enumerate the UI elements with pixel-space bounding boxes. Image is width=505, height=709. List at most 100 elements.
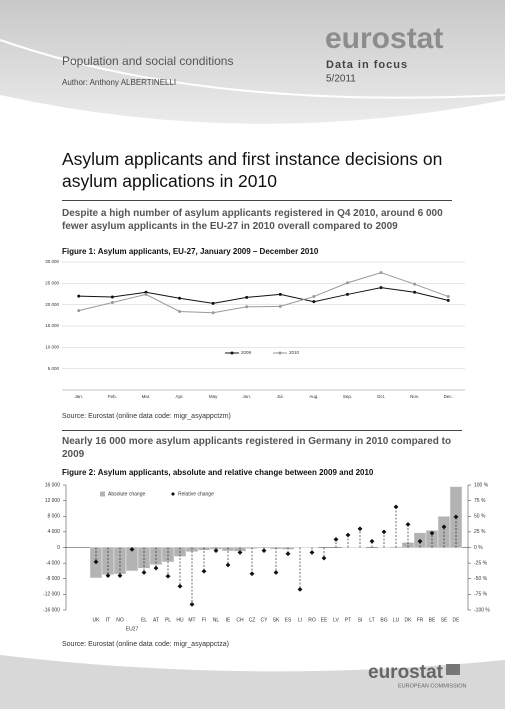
x-tick-label: FI — [202, 617, 206, 623]
figure-title: Figure 2: Asylum applicants, absolute an… — [62, 468, 374, 477]
x-tick-label: Jul. — [277, 394, 284, 399]
x-tick-label: RO — [308, 617, 316, 623]
y2-tick-label: -50 % — [474, 576, 488, 582]
x-tick-label: PL — [165, 617, 171, 623]
diamond — [129, 546, 135, 552]
chart: 5 000 10 000 15 000 20 000 25 000 30 000 Jan. F… — [45, 259, 465, 399]
diamond — [309, 550, 315, 555]
point — [77, 309, 81, 313]
diamond — [297, 586, 303, 592]
y-tick-label: 12 000 — [45, 498, 61, 504]
diamond — [357, 526, 363, 532]
legend-label: 2009 — [241, 350, 252, 355]
x-tick-label: ES — [285, 617, 292, 623]
x-tick-label: LU — [393, 617, 400, 623]
point — [245, 295, 249, 299]
diamond — [165, 573, 171, 579]
x-tick-label: SI — [358, 617, 363, 623]
legend-marker — [230, 351, 234, 355]
point — [446, 298, 450, 302]
legend-marker — [171, 492, 175, 496]
diamond — [273, 570, 279, 575]
source: Source: Eurostat (online data code: migr… — [62, 413, 231, 420]
point — [144, 290, 148, 294]
diamond — [405, 521, 411, 527]
line — [78, 272, 449, 314]
diamond — [369, 538, 375, 544]
point — [413, 290, 417, 294]
legend-label: Absolute change — [108, 491, 145, 497]
x-tick-label: CY — [261, 617, 269, 623]
x-tick-label: CZ — [249, 617, 256, 623]
brand: eurostat — [325, 22, 443, 55]
point — [345, 292, 349, 296]
y2-tick-label: -25 % — [474, 560, 488, 566]
x-tick-label: SK — [273, 617, 280, 623]
x-tick-label: DK — [405, 617, 413, 623]
x-tick-label: Mar. — [142, 394, 151, 399]
diamond — [93, 559, 99, 565]
diamond — [441, 524, 447, 530]
x-tick-label: Feb. — [108, 394, 117, 399]
y-tick-label: 30 000 — [45, 259, 59, 264]
chart: -16 000 -12 000 -8 000 -4 000 0 4 000 8 000 12 … — [43, 482, 490, 632]
x-tick-label: Dec. — [444, 394, 453, 399]
x-tick-label: FR — [417, 617, 424, 623]
point — [345, 281, 349, 285]
x-tick-label: EE — [321, 617, 328, 623]
x-tick-label: BE — [429, 617, 436, 623]
y2-tick-label: 75 % — [474, 498, 486, 504]
x-tick-label: Nov. — [410, 394, 419, 399]
point — [278, 304, 282, 308]
x-tick-label: IE — [226, 617, 231, 623]
x-tick-label: Oct. — [377, 394, 385, 399]
figure-title: Figure 1: Asylum applicants, EU-27, Janu… — [62, 247, 319, 256]
x-tick-label: AT — [153, 617, 159, 623]
y-tick-label: 10 000 — [45, 345, 59, 350]
diamond — [333, 536, 339, 542]
diamond — [261, 548, 267, 554]
x-tick-label: BG — [380, 617, 387, 623]
point — [379, 286, 383, 290]
y-tick-label: 15 000 — [45, 323, 59, 328]
x-tick-label: EL — [141, 617, 147, 623]
x-tick-label: CH — [236, 617, 244, 623]
point — [144, 292, 148, 296]
x-tick-label: PT — [345, 617, 351, 623]
x-tick-label: UK — [93, 617, 101, 623]
point — [379, 271, 383, 275]
diamond — [345, 532, 351, 538]
diamond — [429, 530, 435, 536]
diamond — [189, 601, 195, 607]
legend-marker — [278, 351, 282, 355]
flag — [446, 664, 460, 675]
x-tick-label: HU — [176, 617, 184, 623]
point — [312, 295, 316, 299]
x-tick-label: Jan. — [75, 394, 84, 399]
footer-org: EUROPEAN COMMISSION — [398, 683, 466, 689]
legend-label: Relative change — [178, 491, 214, 497]
x-tick-label: DE — [453, 617, 461, 623]
title: Asylum applicants and first instance dec… — [62, 149, 443, 191]
y-tick-label: 16 000 — [45, 482, 61, 488]
diamond — [201, 568, 207, 574]
diamond — [453, 514, 459, 520]
x-tick-label: NO — [116, 617, 124, 623]
heading: Nearly 16 000 more asylum applicants reg… — [62, 430, 462, 461]
y-tick-label: 0 — [57, 545, 60, 551]
y-tick-label: -16 000 — [43, 607, 60, 613]
subtitle: Despite a high number of asylum applican… — [62, 200, 452, 233]
x-tick-label: Jun. — [242, 394, 251, 399]
diamond — [105, 573, 111, 579]
y2-tick-label: 50 % — [474, 514, 486, 520]
x-tick-label: LT — [369, 617, 374, 623]
line — [78, 287, 449, 304]
y-tick-label: 20 000 — [45, 302, 59, 307]
diamond — [177, 583, 183, 589]
y2-tick-label: 25 % — [474, 529, 486, 535]
diamond — [141, 570, 147, 575]
diamond — [237, 550, 243, 555]
x-tick-label: SE — [441, 617, 448, 623]
x-tick-label: Sep. — [343, 394, 352, 399]
point — [278, 292, 282, 296]
